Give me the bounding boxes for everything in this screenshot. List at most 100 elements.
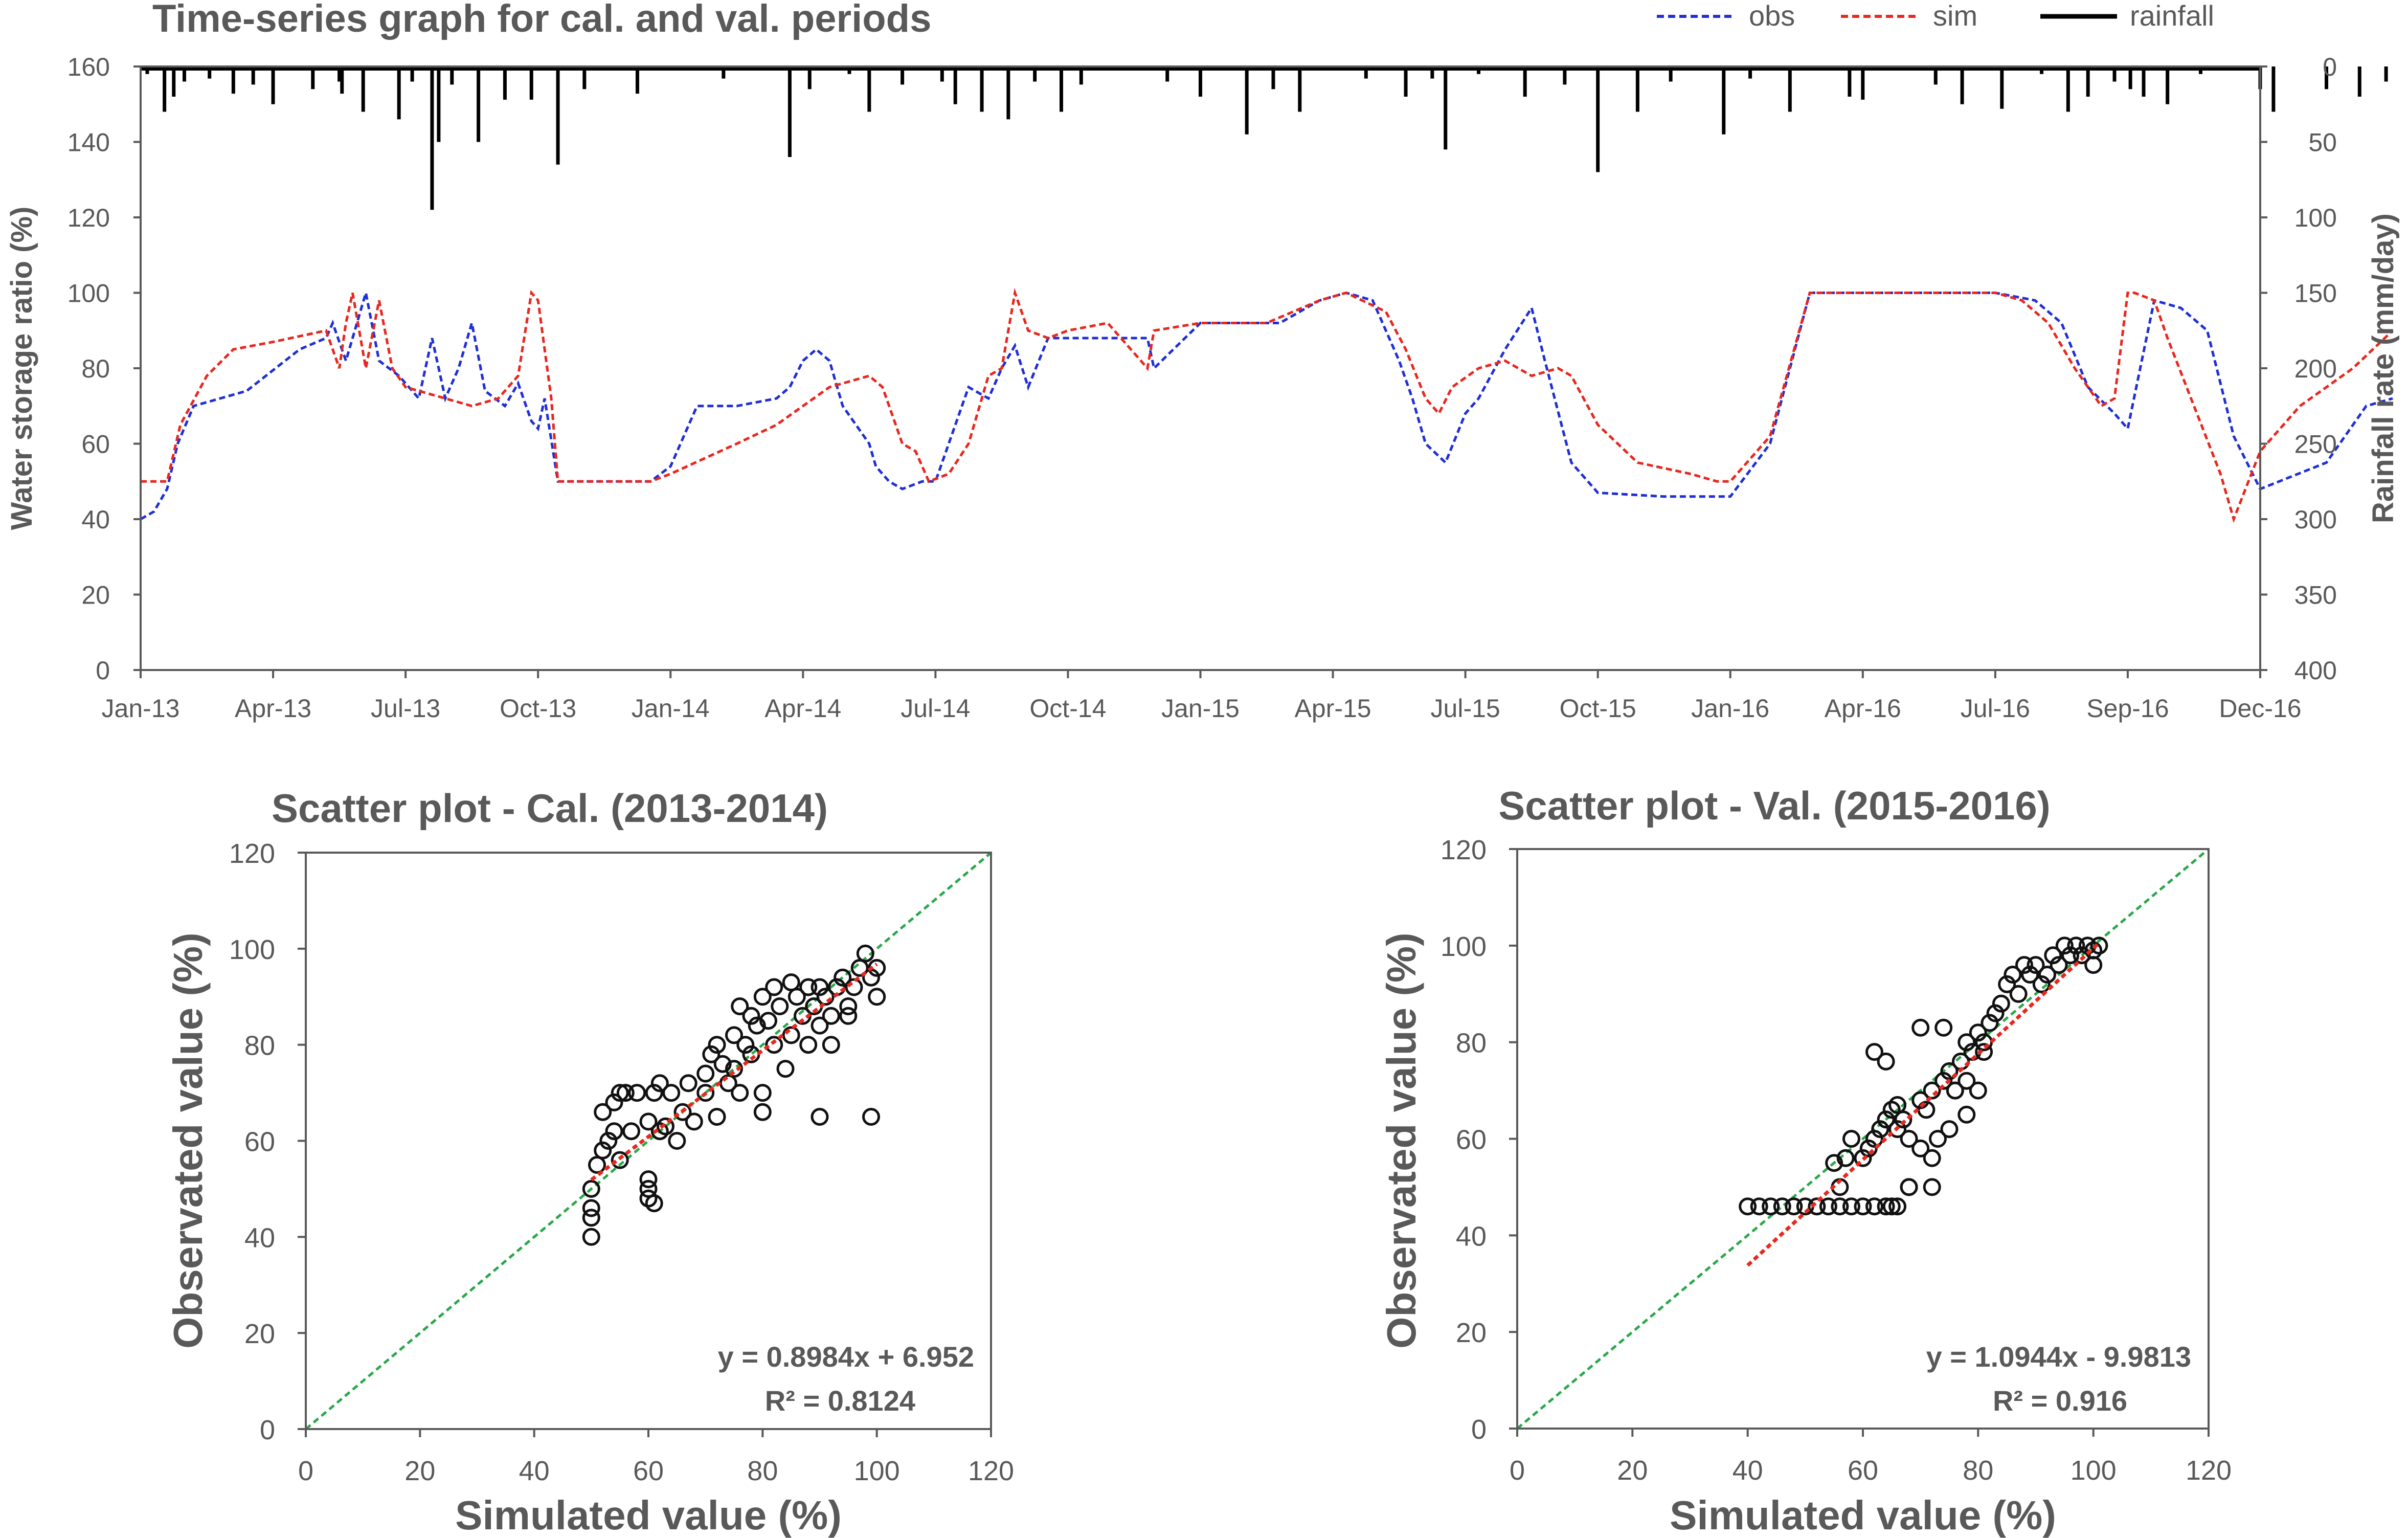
y-tick-label: 20 xyxy=(244,1319,275,1349)
data-point xyxy=(1888,1120,1907,1139)
data-point xyxy=(1854,1197,1872,1216)
y-tick-label: 80 xyxy=(81,354,110,383)
data-point xyxy=(1969,1081,1987,1100)
data-point xyxy=(839,1007,858,1025)
data-point xyxy=(662,1084,681,1102)
data-point xyxy=(1923,1081,1941,1100)
data-point xyxy=(605,1122,623,1141)
data-point xyxy=(605,1093,623,1111)
y-tick-label: 40 xyxy=(244,1222,275,1253)
scatter-cal-panel: Scatter plot - Cal. (2013-2014) 0 20 40 60 8… xyxy=(165,786,1014,1538)
y-tick-label: 40 xyxy=(1456,1221,1487,1252)
one-to-one-line xyxy=(1516,848,2210,1430)
data-point xyxy=(1877,1052,1895,1071)
data-point xyxy=(742,1007,760,1025)
data-point xyxy=(713,1055,732,1073)
data-point xyxy=(650,1122,669,1141)
left-axis-ticks: 0 20 40 60 80 100 120 140 160 xyxy=(67,53,141,685)
data-point xyxy=(1865,1043,1883,1061)
x-tick-label: 40 xyxy=(519,1456,550,1486)
data-point xyxy=(1969,1023,1987,1042)
x-tick-label: 120 xyxy=(968,1456,1014,1486)
data-point xyxy=(639,1112,658,1131)
data-point xyxy=(782,973,800,992)
data-point xyxy=(1934,1018,1953,1037)
y-tick-label: 60 xyxy=(244,1127,275,1157)
series-line-sim xyxy=(141,287,2394,523)
data-point xyxy=(1785,1197,1803,1216)
data-point xyxy=(787,988,806,1006)
data-point xyxy=(845,978,863,996)
data-point xyxy=(1842,1130,1860,1148)
data-point xyxy=(725,1060,743,1078)
x-tick-label: Dec-16 xyxy=(2219,694,2301,723)
data-point xyxy=(1998,975,2016,993)
data-point xyxy=(759,1012,777,1030)
y2-tick-label: 400 xyxy=(2294,656,2337,685)
x-tick-label: Apr-16 xyxy=(1825,694,1901,723)
scatter-cal-title: Scatter plot - Cal. (2013-2014) xyxy=(272,786,828,831)
data-point xyxy=(673,1103,692,1121)
x-tick-label: Apr-15 xyxy=(1295,694,1371,723)
data-point xyxy=(1831,1197,1849,1216)
x-tick-label: 60 xyxy=(1848,1455,1878,1486)
x-tick-label: 0 xyxy=(298,1456,313,1486)
x-tick-label: 20 xyxy=(404,1456,435,1486)
data-point xyxy=(2004,966,2022,984)
data-point xyxy=(639,1179,658,1198)
data-point xyxy=(645,1194,663,1213)
data-point xyxy=(582,1179,600,1198)
data-point xyxy=(702,1045,721,1063)
data-point xyxy=(1929,1130,1947,1148)
data-point xyxy=(657,1117,674,1135)
data-point xyxy=(1946,1081,1964,1100)
y-tick-label: 60 xyxy=(1456,1125,1487,1155)
y-tick-label: 120 xyxy=(1441,835,1487,865)
data-point xyxy=(1940,1120,1959,1139)
data-point xyxy=(582,1228,600,1246)
data-point xyxy=(1888,1096,1907,1114)
data-point xyxy=(1975,1043,1993,1061)
time-series-plot-area xyxy=(140,66,2394,523)
data-point xyxy=(2050,956,2068,974)
data-point xyxy=(1911,1139,1930,1157)
data-point xyxy=(685,1112,703,1131)
x-tick-label: Jul-16 xyxy=(1961,694,2030,723)
data-point xyxy=(1825,1154,1843,1172)
data-point xyxy=(765,978,783,996)
x-tick-label: Oct-14 xyxy=(1029,694,1106,723)
data-point xyxy=(868,988,886,1006)
y-tick-label: 20 xyxy=(81,581,110,610)
data-point xyxy=(1882,1197,1901,1216)
data-point xyxy=(611,1151,629,1169)
scatter-val-equation: y = 1.0944x - 9.9813 xyxy=(1926,1341,2191,1373)
time-series-panel: Time-series graph for cal. and val. peri… xyxy=(5,0,2400,723)
data-point xyxy=(2067,937,2085,955)
data-point xyxy=(834,968,852,987)
x-axis-ticks: Jan-13 Apr-13 Jul-13 Oct-13 Jan-14 Apr-14 Jul-… xyxy=(102,670,2302,723)
data-point xyxy=(2055,937,2074,955)
data-point xyxy=(1900,1178,1918,1196)
x-tick-label: 20 xyxy=(1617,1455,1648,1486)
data-point xyxy=(1923,1149,1941,1167)
data-point xyxy=(1819,1197,1837,1216)
trend-line xyxy=(1746,942,2101,1267)
scatter-cal-equation: y = 0.8984x + 6.952 xyxy=(718,1341,974,1373)
series-line-obs xyxy=(140,291,2393,521)
data-point xyxy=(811,1016,829,1035)
data-point xyxy=(1957,1105,1976,1124)
data-point xyxy=(1836,1149,1855,1167)
y-tick-label: 100 xyxy=(229,934,275,965)
x-tick-label: 0 xyxy=(1510,1455,1525,1486)
data-point xyxy=(771,997,789,1015)
data-point xyxy=(1865,1197,1883,1216)
data-point xyxy=(696,1064,715,1083)
data-point xyxy=(1934,1072,1953,1090)
scatter-val-title: Scatter plot - Val. (2015-2016) xyxy=(1498,783,2050,828)
data-point xyxy=(822,1036,840,1054)
x-tick-label: Jul-13 xyxy=(371,694,440,723)
scatter-val-plot-area xyxy=(1516,848,2210,1430)
x-tick-label: Jan-16 xyxy=(1691,694,1769,723)
scatter-val-r2: R² = 0.916 xyxy=(1993,1385,2127,1417)
